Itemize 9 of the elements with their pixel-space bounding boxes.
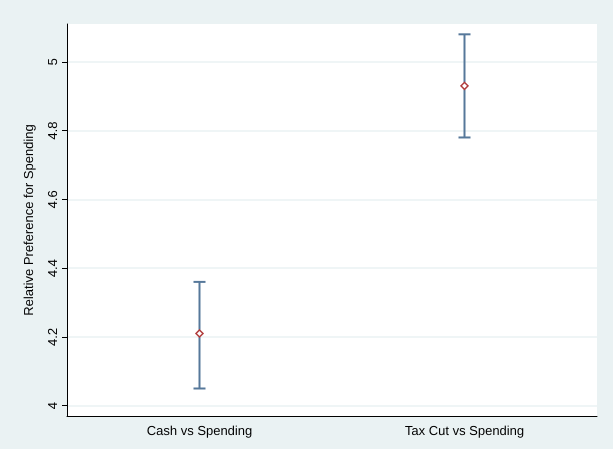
y-tick-label: 4.2 <box>45 328 60 346</box>
y-tick-label: 4.8 <box>45 122 60 140</box>
y-axis-title: Relative Preference for Spending <box>21 124 36 316</box>
y-tick-label: 4 <box>45 402 60 410</box>
y-tick-label: 5 <box>45 58 60 66</box>
x-tick-label: Cash vs Spending <box>146 423 252 438</box>
y-tick-label: 4.4 <box>45 259 60 278</box>
y-tick-label: 4.6 <box>45 190 60 208</box>
x-tick-label: Tax Cut vs Spending <box>404 423 524 438</box>
